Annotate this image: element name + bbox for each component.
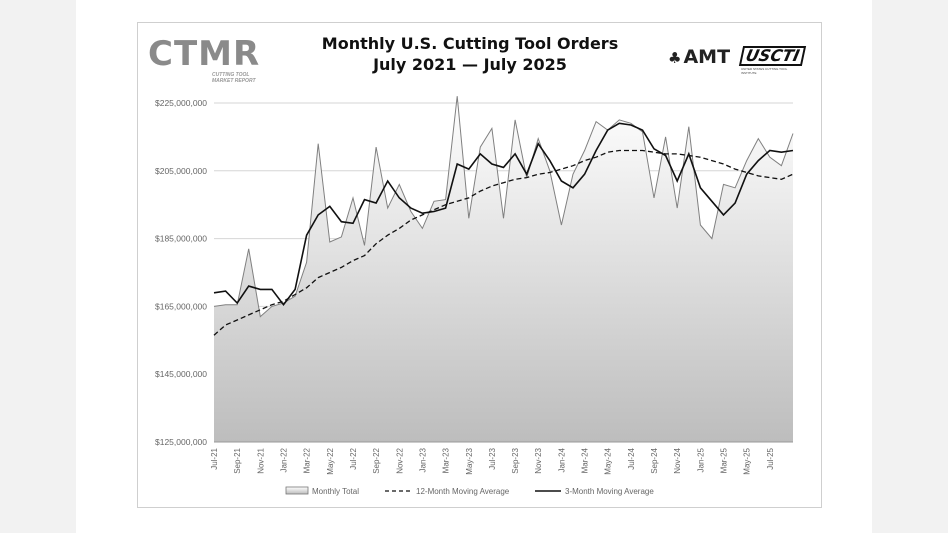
x-tick-label: Jul-24 — [627, 447, 636, 469]
legend-label-3-month: 3-Month Moving Average — [565, 487, 654, 496]
x-tick-label: May-22 — [326, 447, 335, 474]
x-tick-label: Mar-22 — [303, 447, 312, 473]
legend-label-12-month: 12-Month Moving Average — [416, 487, 510, 496]
x-tick-label: Nov-24 — [673, 447, 682, 473]
x-tick-label: Nov-21 — [256, 447, 265, 473]
x-tick-label: Sep-24 — [650, 447, 659, 473]
legend-label-monthly-total: Monthly Total — [312, 487, 359, 496]
ctmr-logo: CTMR — [148, 34, 261, 74]
x-tick-label: Nov-23 — [534, 447, 543, 473]
x-tick-label: Jan-24 — [557, 447, 566, 472]
series-area-monthly-total — [214, 96, 793, 442]
ctmr-logo-subtitle: CUTTING TOOL MARKET REPORT — [212, 72, 256, 84]
x-tick-label: Mar-25 — [720, 447, 729, 473]
x-tick-label: Sep-22 — [372, 447, 381, 473]
series-line-3-month-moving-average — [213, 122, 794, 307]
amt-mark-icon: ♣ — [668, 49, 682, 67]
series-line-12-month-moving-average — [213, 149, 794, 336]
x-tick-label: Sep-21 — [233, 447, 242, 473]
usct-logo-subtitle: UNITED STATES CUTTING TOOL INSTITUTE — [741, 67, 788, 75]
amt-logo: ♣ AMT — [668, 46, 731, 68]
chart-title-line-1: Monthly U.S. Cutting Tool Orders — [321, 34, 619, 53]
legend-swatch-monthly-total — [285, 486, 309, 495]
x-tick-label: Mar-24 — [581, 447, 590, 473]
x-tick-label: Jul-25 — [766, 447, 775, 469]
y-tick-label: $185,000,000 — [155, 234, 207, 244]
x-tick-label: May-24 — [604, 447, 613, 474]
y-tick-label: $145,000,000 — [155, 369, 207, 379]
x-tick-label: Jul-23 — [488, 447, 497, 469]
x-tick-label: Nov-22 — [395, 447, 404, 473]
y-tick-label: $205,000,000 — [155, 166, 207, 176]
y-tick-label: $125,000,000 — [155, 437, 207, 447]
chart-title-line-2: July 2021 — July 2025 — [373, 55, 567, 74]
x-tick-label: Jan-22 — [279, 447, 288, 472]
x-tick-label: May-23 — [465, 447, 474, 474]
y-tick-label: $225,000,000 — [155, 98, 207, 108]
y-tick-label: $165,000,000 — [155, 301, 207, 311]
x-tick-label: Jul-22 — [349, 447, 358, 469]
x-tick-label: May-25 — [743, 447, 752, 474]
series-line-monthly-total — [213, 96, 794, 318]
x-tick-label: Sep-23 — [511, 447, 520, 473]
x-tick-label: Jan-23 — [418, 447, 427, 472]
x-tick-label: Mar-23 — [442, 447, 451, 473]
x-tick-label: Jan-25 — [696, 447, 705, 472]
x-tick-label: Jul-21 — [210, 447, 219, 469]
